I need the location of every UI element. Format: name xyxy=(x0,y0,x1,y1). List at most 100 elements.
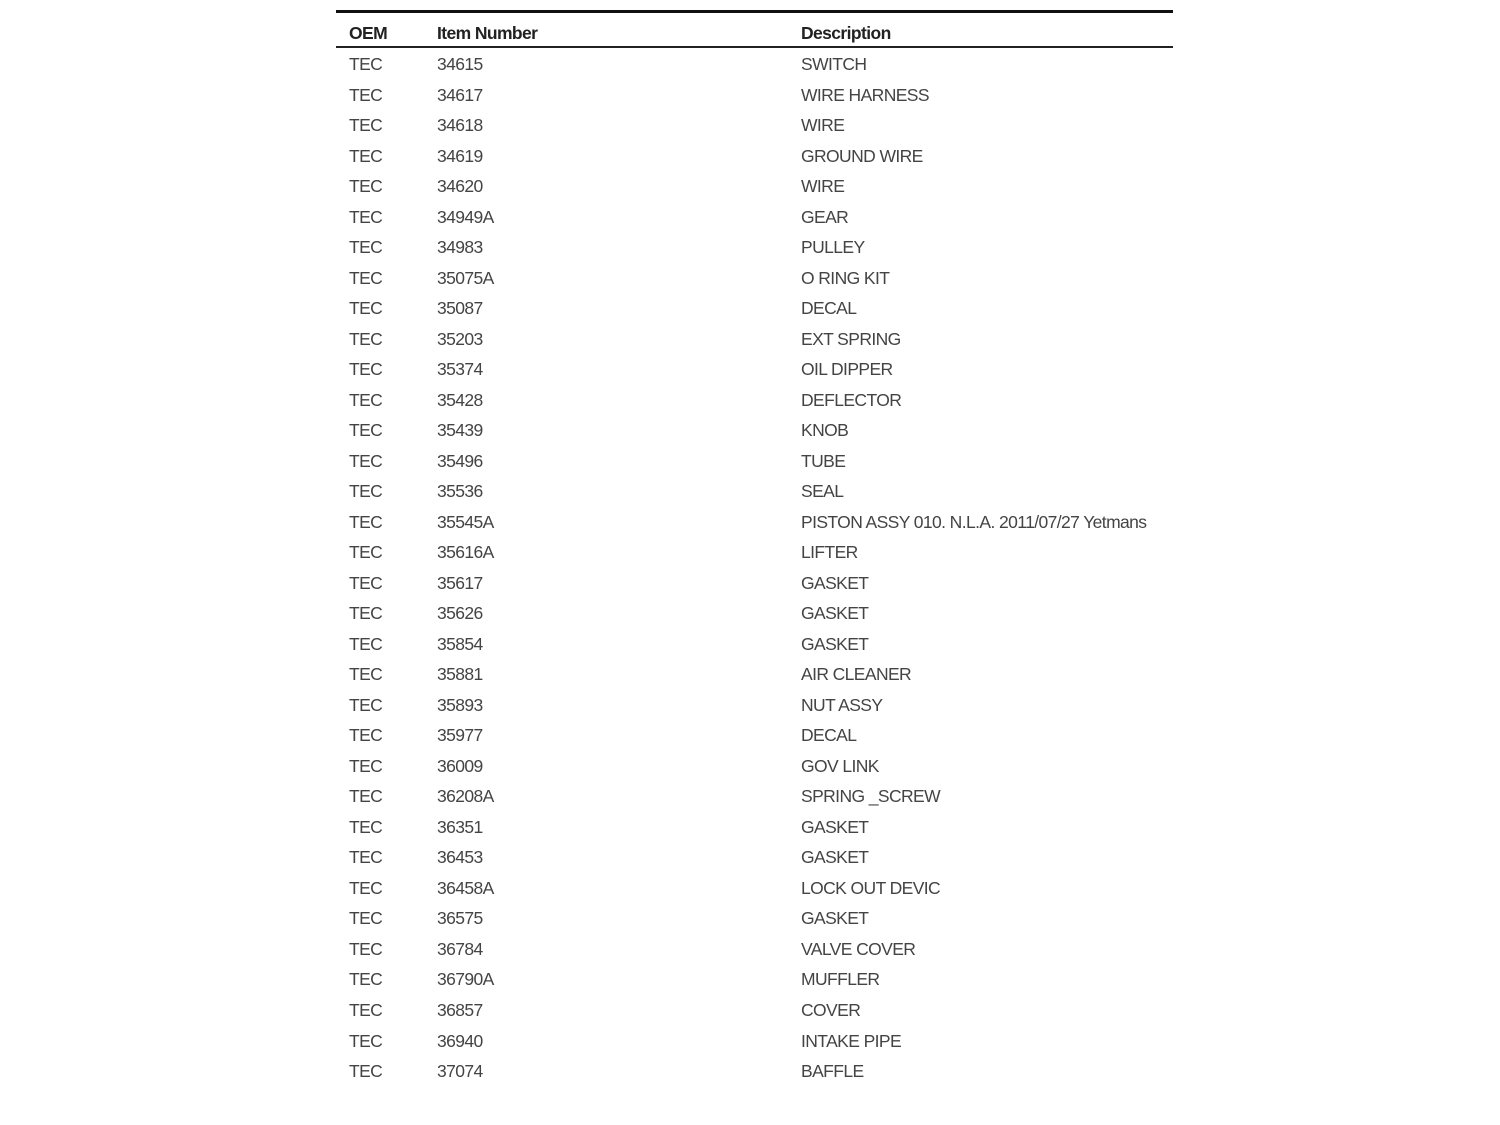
item-number-cell: 35374 xyxy=(437,359,483,380)
table-row: TEC 36784 VALVE COVER xyxy=(336,933,1173,964)
item-number-cell: 35893 xyxy=(437,694,483,715)
description-cell: BAFFLE xyxy=(801,1061,864,1082)
item-number-cell: 36940 xyxy=(437,1030,483,1051)
item-number-cell: 35626 xyxy=(437,603,483,624)
description-cell: PISTON ASSY 010. N.L.A. 2011/07/27 Yetma… xyxy=(801,511,1147,532)
table-body: TEC 34615 SWITCH TEC 34617 WIRE HARNESS TEC 346… xyxy=(336,48,1173,1086)
oem-cell: TEC xyxy=(349,115,383,136)
description-cell: AIR CLEANER xyxy=(801,664,912,685)
description-cell: VALVE COVER xyxy=(801,938,916,959)
description-cell: SEAL xyxy=(801,481,844,502)
oem-cell: TEC xyxy=(349,267,383,288)
item-number-cell: 34620 xyxy=(437,176,483,197)
item-number-cell: 34618 xyxy=(437,115,483,136)
item-number-cell: 36575 xyxy=(437,908,483,929)
description-cell: GASKET xyxy=(801,816,869,837)
table-row: TEC 35428 DEFLECTOR xyxy=(336,384,1173,415)
description-cell: GASKET xyxy=(801,572,869,593)
description-cell: TUBE xyxy=(801,450,846,471)
header-oem: OEM xyxy=(349,23,388,43)
table-row: TEC 35545A PISTON ASSY 010. N.L.A. 2011/07… xyxy=(336,506,1173,537)
description-cell: WIRE xyxy=(801,115,845,136)
oem-cell: TEC xyxy=(349,938,383,959)
table-row: TEC 34983 PULLEY xyxy=(336,231,1173,262)
table-row: TEC 35439 KNOB xyxy=(336,414,1173,445)
item-number-cell: 36453 xyxy=(437,847,483,868)
table-row: TEC 34619 GROUND WIRE xyxy=(336,140,1173,171)
description-cell: SWITCH xyxy=(801,54,867,74)
oem-cell: TEC xyxy=(349,54,383,74)
item-number-cell: 35854 xyxy=(437,633,483,654)
item-number-cell: 35439 xyxy=(437,420,483,441)
oem-cell: TEC xyxy=(349,725,383,746)
description-cell: GASKET xyxy=(801,633,869,654)
table-row: TEC 35496 TUBE xyxy=(336,445,1173,476)
item-number-cell: 35545A xyxy=(437,511,494,532)
description-cell: WIRE HARNESS xyxy=(801,84,930,105)
description-cell: GASKET xyxy=(801,847,869,868)
oem-cell: TEC xyxy=(349,694,383,715)
table-row: TEC 36009 GOV LINK xyxy=(336,750,1173,781)
item-number-cell: 36009 xyxy=(437,755,483,776)
table-row: TEC 36575 GASKET xyxy=(336,902,1173,933)
oem-cell: TEC xyxy=(349,877,383,898)
item-number-cell: 37074 xyxy=(437,1061,483,1082)
item-number-cell: 34983 xyxy=(437,237,483,258)
description-cell: COVER xyxy=(801,999,861,1020)
description-cell: KNOB xyxy=(801,420,849,441)
description-cell: MUFFLER xyxy=(801,969,880,990)
item-number-cell: 35428 xyxy=(437,389,483,410)
item-number-cell: 36857 xyxy=(437,999,483,1020)
oem-cell: TEC xyxy=(349,999,383,1020)
table-row: TEC 36351 GASKET xyxy=(336,811,1173,842)
table-row: TEC 36458A LOCK OUT DEVIC xyxy=(336,872,1173,903)
table-row: TEC 35203 EXT SPRING xyxy=(336,323,1173,354)
oem-cell: TEC xyxy=(349,145,383,166)
description-cell: EXT SPRING xyxy=(801,328,901,349)
description-cell: OIL DIPPER xyxy=(801,359,893,380)
item-number-cell: 36458A xyxy=(437,877,494,898)
oem-cell: TEC xyxy=(349,664,383,685)
oem-cell: TEC xyxy=(349,450,383,471)
table-row: TEC 35075A O RING KIT xyxy=(336,262,1173,293)
table-row: TEC 34617 WIRE HARNESS xyxy=(336,79,1173,110)
oem-cell: TEC xyxy=(349,1061,383,1082)
description-cell: DECAL xyxy=(801,725,857,746)
oem-cell: TEC xyxy=(349,481,383,502)
description-cell: PULLEY xyxy=(801,237,865,258)
table-row: TEC 35854 GASKET xyxy=(336,628,1173,659)
item-number-cell: 35496 xyxy=(437,450,483,471)
description-cell: LOCK OUT DEVIC xyxy=(801,877,941,898)
oem-cell: TEC xyxy=(349,1030,383,1051)
item-number-cell: 36351 xyxy=(437,816,483,837)
description-cell: LIFTER xyxy=(801,542,858,563)
table-row: TEC 34620 WIRE xyxy=(336,170,1173,201)
oem-cell: TEC xyxy=(349,847,383,868)
item-number-cell: 35075A xyxy=(437,267,494,288)
item-number-cell: 35087 xyxy=(437,298,483,319)
oem-cell: TEC xyxy=(349,572,383,593)
oem-cell: TEC xyxy=(349,755,383,776)
oem-cell: TEC xyxy=(349,298,383,319)
item-number-cell: 34619 xyxy=(437,145,483,166)
item-number-cell: 35536 xyxy=(437,481,483,502)
header-item-number: Item Number xyxy=(437,23,538,43)
item-number-cell: 35203 xyxy=(437,328,483,349)
table-row: TEC 35977 DECAL xyxy=(336,719,1173,750)
table-row: TEC 36453 GASKET xyxy=(336,841,1173,872)
table-row: TEC 34618 WIRE xyxy=(336,109,1173,140)
table-row: TEC 35374 OIL DIPPER xyxy=(336,353,1173,384)
oem-cell: TEC xyxy=(349,511,383,532)
table-row: TEC 34615 SWITCH xyxy=(336,48,1173,79)
table-row: TEC 35616A LIFTER xyxy=(336,536,1173,567)
description-cell: GOV LINK xyxy=(801,755,879,776)
table-row: TEC 36790A MUFFLER xyxy=(336,963,1173,994)
item-number-cell: 36784 xyxy=(437,938,483,959)
item-number-cell: 36790A xyxy=(437,969,494,990)
table-row: TEC 35617 GASKET xyxy=(336,567,1173,598)
table-row: TEC 35626 GASKET xyxy=(336,597,1173,628)
description-cell: SPRING _SCREW xyxy=(801,786,941,807)
description-cell: GASKET xyxy=(801,603,869,624)
table-row: TEC 35881 AIR CLEANER xyxy=(336,658,1173,689)
table-row: TEC 35087 DECAL xyxy=(336,292,1173,323)
